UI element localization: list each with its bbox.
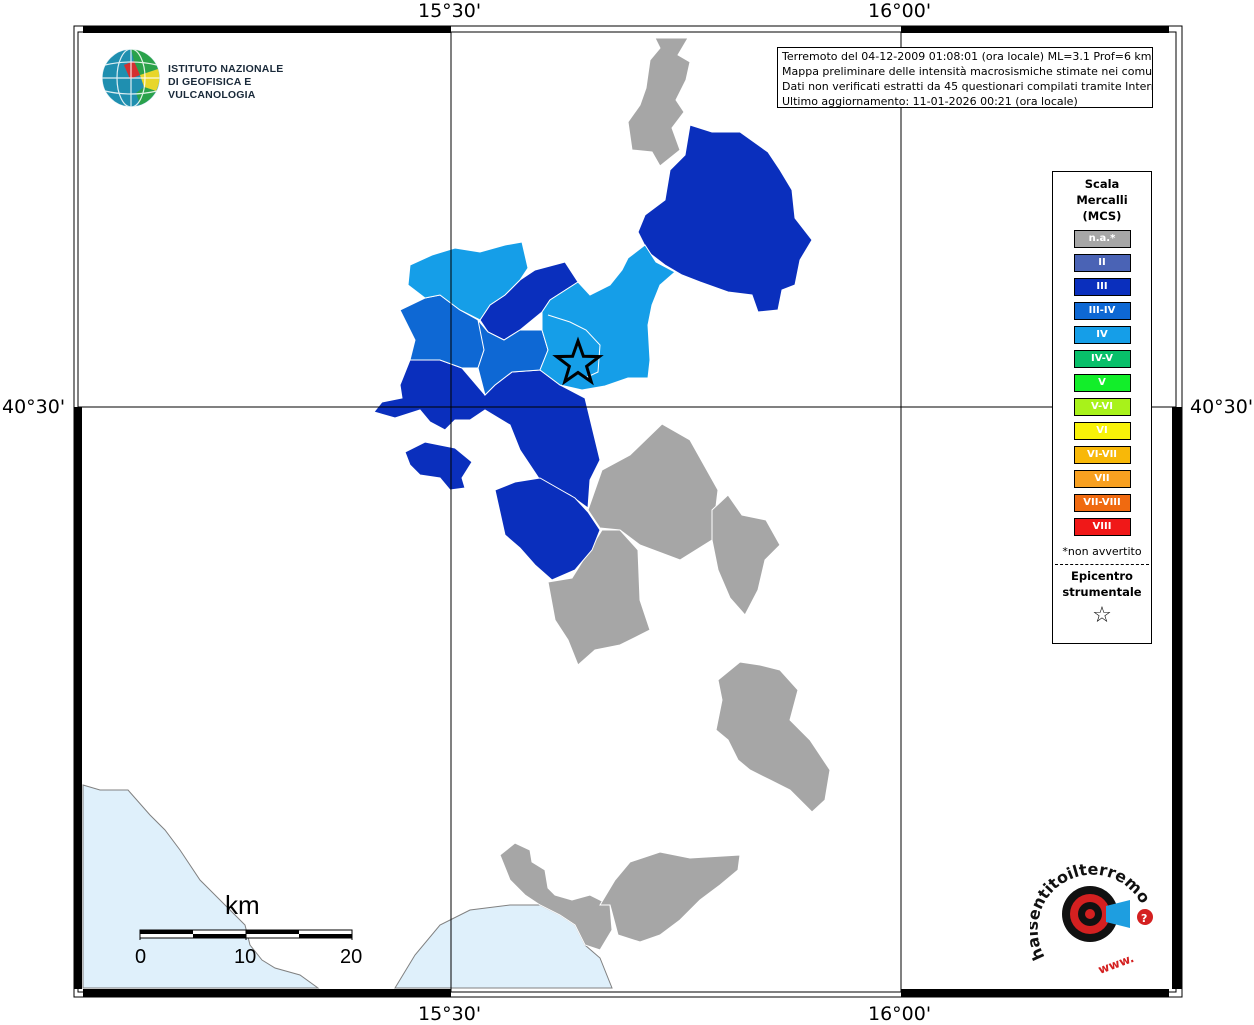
scale-unit: km	[225, 890, 260, 920]
legend-item: V	[1073, 374, 1131, 392]
municipality-na	[627, 37, 691, 167]
municipality-na	[711, 494, 781, 616]
legend-title-line1: Scala	[1084, 177, 1120, 191]
scale-bar: km 0 10 20	[135, 890, 375, 970]
scale-bar-graphic	[139, 929, 353, 940]
municipality-III	[494, 477, 601, 581]
legend-item: II	[1073, 254, 1131, 272]
watermark-prefix: www.	[1096, 951, 1136, 977]
coord-top-right: 16°00'	[868, 0, 932, 22]
star-icon: ☆	[1092, 603, 1112, 628]
svg-text:?: ?	[1141, 912, 1147, 925]
legend-item: III	[1073, 278, 1131, 296]
municipality-na	[715, 661, 831, 813]
municipality-na	[547, 529, 651, 666]
coord-left: 40°30'	[2, 396, 66, 418]
scale-label-0: 0	[135, 946, 147, 968]
legend-epicenter-line1: Epicentro	[1071, 569, 1133, 583]
logo-line1: ISTITUTO NAZIONALE	[168, 63, 284, 75]
legend-separator	[1055, 564, 1149, 565]
haisentito-logo: ? haisentitoilterremoto.it www.	[1022, 847, 1160, 982]
ingv-logo: ISTITUTO NAZIONALE DI GEOFISICA E VULCAN…	[100, 47, 320, 111]
coord-right: 40°30'	[1190, 396, 1254, 418]
scale-label-10: 10	[234, 946, 257, 968]
legend-box: Scala Mercalli (MCS) n.a.* II III III-IV IV I…	[1052, 171, 1152, 644]
epicenter-star	[552, 336, 604, 386]
legend-item: VI-VII	[1073, 446, 1131, 464]
legend-item: IV-V	[1073, 350, 1131, 368]
target-icon: ? haisentitoilterremoto.it www.	[1022, 847, 1154, 977]
info-line3: Dati non verificati estratti da 45 quest…	[782, 80, 1153, 93]
legend-epicenter-line2: strumentale	[1062, 585, 1142, 599]
coord-top-left: 15°30'	[418, 0, 482, 22]
municipality-na	[599, 851, 741, 943]
legend-item: VI	[1073, 422, 1131, 440]
legend-items: n.a.* II III III-IV IV IV-V V V-VI VI VI-VII VII VI…	[1053, 230, 1151, 536]
municipality-border	[547, 314, 601, 379]
legend-item: VIII	[1073, 518, 1131, 536]
legend-item: n.a.*	[1073, 230, 1131, 248]
municipality-IV	[407, 241, 529, 321]
legend-item: IV	[1073, 326, 1131, 344]
info-line4: Ultimo aggiornamento: 11-01-2026 00:21 (…	[782, 95, 1078, 108]
info-line2: Mappa preliminare delle intensità macros…	[782, 65, 1153, 78]
legend-title-line3: (MCS)	[1082, 209, 1122, 223]
legend-item: III-IV	[1073, 302, 1131, 320]
globe-icon	[101, 48, 161, 108]
municipality-III	[404, 441, 473, 491]
legend-item: V-VI	[1073, 398, 1131, 416]
scale-label-20: 20	[340, 946, 363, 968]
municipality-III	[637, 124, 813, 313]
logo-line2: DI GEOFISICA E VULCANOLOGIA	[168, 76, 256, 101]
coord-bottom-right: 16°00'	[868, 1003, 932, 1025]
legend-note: *non avvertito	[1062, 545, 1142, 558]
info-line1: Terremoto del 04-12-2009 01:08:01 (ora l…	[782, 50, 1152, 63]
earthquake-info-box: Terremoto del 04-12-2009 01:08:01 (ora l…	[777, 47, 1153, 108]
coord-bottom-left: 15°30'	[418, 1003, 482, 1025]
legend-epicenter-label: Epicentro strumentale	[1053, 568, 1151, 600]
legend-item: VII-VIII	[1073, 494, 1131, 512]
legend-item: VII	[1073, 470, 1131, 488]
legend-title-line2: Mercalli	[1076, 193, 1128, 207]
legend-title: Scala Mercalli (MCS)	[1053, 176, 1151, 224]
